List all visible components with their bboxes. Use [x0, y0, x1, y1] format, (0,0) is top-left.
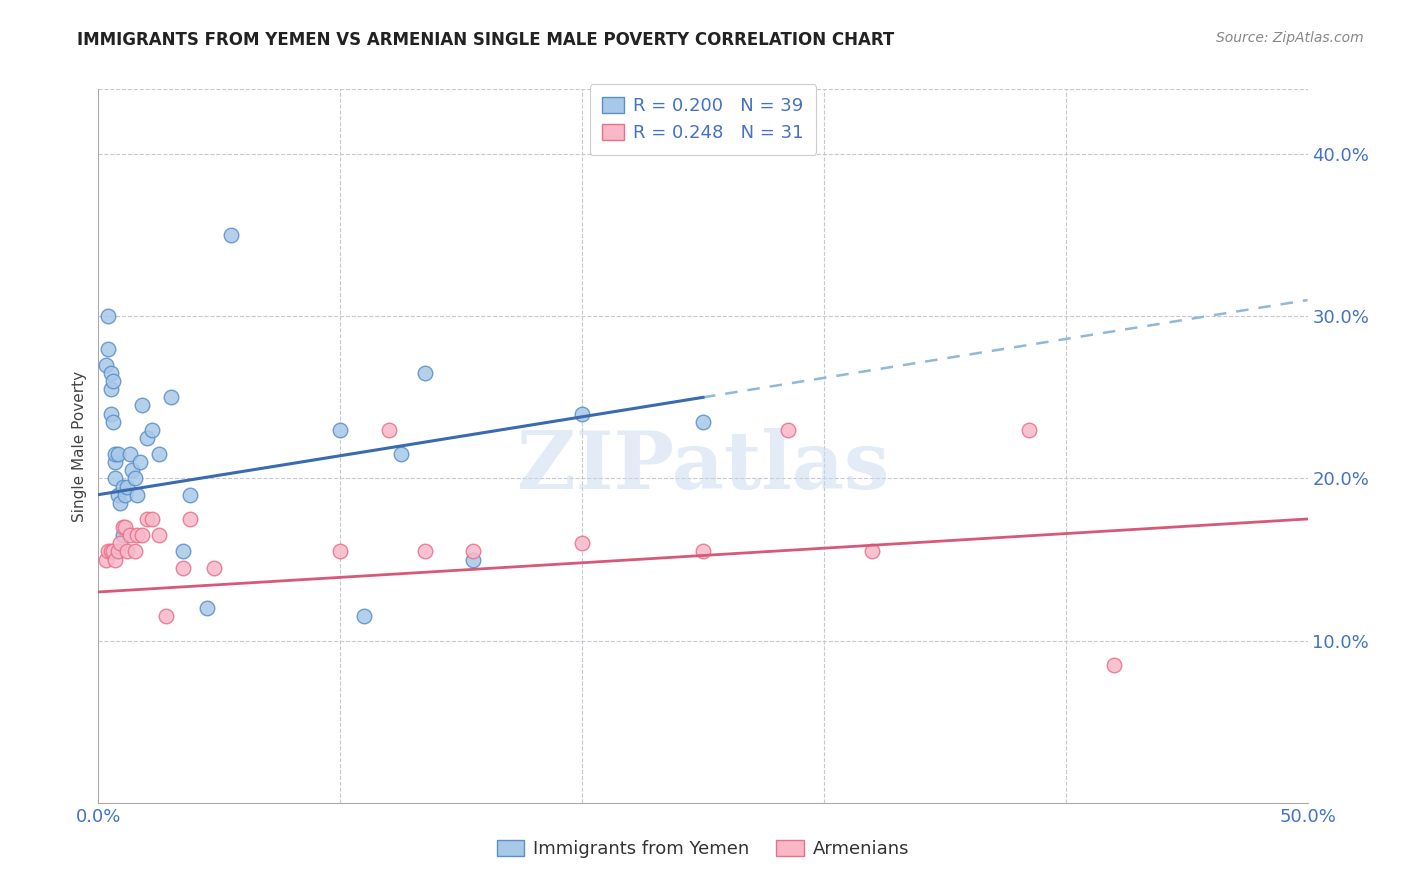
- Point: [118, 447, 141, 461]
- Point: [124, 544, 146, 558]
- Point: [100, 544, 122, 558]
- Point: [100, 382, 122, 396]
- Point: [692, 415, 714, 429]
- Point: [329, 544, 352, 558]
- Point: [131, 528, 153, 542]
- Legend: Immigrants from Yemen, Armenians: Immigrants from Yemen, Armenians: [489, 832, 917, 865]
- Point: [114, 520, 136, 534]
- Point: [117, 544, 139, 558]
- Point: [1102, 657, 1125, 672]
- Point: [148, 528, 170, 542]
- Point: [353, 609, 375, 624]
- Point: [101, 415, 124, 429]
- Point: [329, 423, 352, 437]
- Point: [111, 520, 134, 534]
- Point: [141, 512, 163, 526]
- Point: [111, 528, 134, 542]
- Point: [101, 544, 124, 558]
- Point: [160, 390, 183, 404]
- Point: [114, 488, 136, 502]
- Point: [94, 552, 117, 566]
- Point: [155, 609, 177, 624]
- Point: [108, 536, 131, 550]
- Point: [97, 310, 120, 324]
- Point: [107, 544, 129, 558]
- Point: [148, 447, 170, 461]
- Point: [571, 407, 593, 421]
- Point: [413, 544, 436, 558]
- Point: [100, 366, 122, 380]
- Point: [101, 374, 124, 388]
- Point: [104, 552, 127, 566]
- Point: [172, 560, 194, 574]
- Point: [104, 471, 127, 485]
- Point: [108, 496, 131, 510]
- Point: [204, 560, 226, 574]
- Point: [118, 528, 141, 542]
- Y-axis label: Single Male Poverty: Single Male Poverty: [72, 370, 87, 522]
- Point: [389, 447, 412, 461]
- Point: [97, 342, 120, 356]
- Text: ZIPatlas: ZIPatlas: [517, 428, 889, 507]
- Point: [100, 407, 122, 421]
- Point: [128, 455, 150, 469]
- Point: [117, 479, 139, 493]
- Point: [121, 463, 143, 477]
- Point: [1018, 423, 1040, 437]
- Point: [127, 528, 149, 542]
- Point: [94, 358, 117, 372]
- Point: [127, 488, 149, 502]
- Point: [413, 366, 436, 380]
- Point: [860, 544, 883, 558]
- Point: [692, 544, 714, 558]
- Point: [135, 431, 157, 445]
- Point: [463, 544, 485, 558]
- Point: [172, 544, 194, 558]
- Text: Source: ZipAtlas.com: Source: ZipAtlas.com: [1216, 31, 1364, 45]
- Point: [131, 399, 153, 413]
- Point: [107, 488, 129, 502]
- Point: [135, 512, 157, 526]
- Point: [571, 536, 593, 550]
- Point: [141, 423, 163, 437]
- Point: [776, 423, 799, 437]
- Point: [463, 552, 485, 566]
- Point: [377, 423, 399, 437]
- Point: [179, 488, 201, 502]
- Point: [111, 479, 134, 493]
- Point: [104, 447, 127, 461]
- Point: [179, 512, 201, 526]
- Text: IMMIGRANTS FROM YEMEN VS ARMENIAN SINGLE MALE POVERTY CORRELATION CHART: IMMIGRANTS FROM YEMEN VS ARMENIAN SINGLE…: [77, 31, 894, 49]
- Point: [195, 601, 218, 615]
- Point: [124, 471, 146, 485]
- Point: [97, 544, 120, 558]
- Point: [221, 228, 243, 243]
- Point: [107, 447, 129, 461]
- Point: [104, 455, 127, 469]
